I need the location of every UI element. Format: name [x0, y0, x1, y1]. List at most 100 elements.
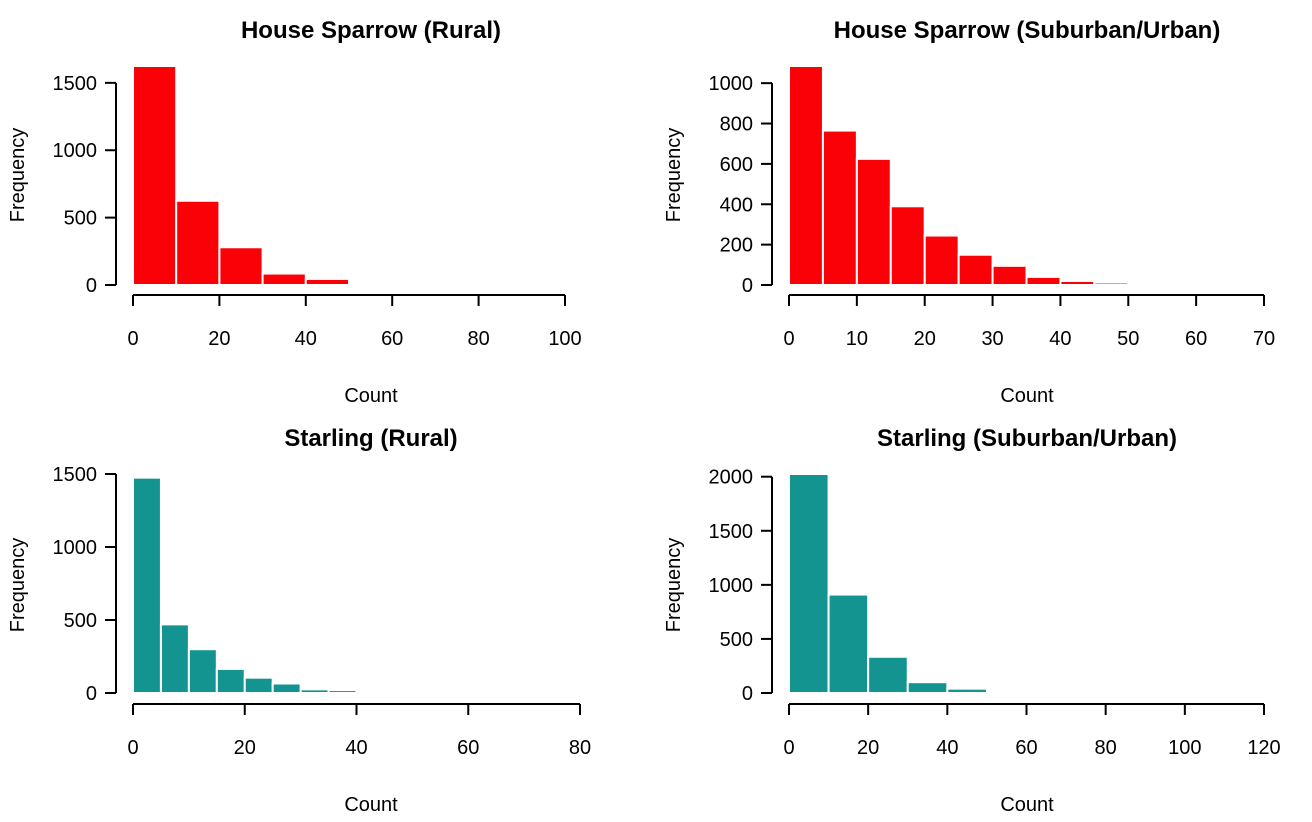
histogram-bar [959, 255, 993, 285]
x-tick-label: 80 [569, 737, 591, 759]
y-tick-label: 0 [742, 683, 753, 705]
y-tick-label: 1500 [53, 73, 98, 95]
y-tick-label: 200 [720, 235, 753, 257]
y-axis: 0 500 1000 1500 [53, 73, 117, 297]
histogram-bar [857, 159, 891, 285]
histogram-bar [1094, 283, 1128, 285]
histogram-bar [217, 669, 245, 693]
histogram-bar [1128, 284, 1162, 285]
histogram-bar [176, 201, 219, 285]
y-tick-label: 1000 [709, 575, 754, 597]
y-tick-label: 1500 [53, 464, 98, 486]
x-tick-label: 80 [1095, 737, 1117, 759]
y-tick-label: 400 [720, 194, 753, 216]
histogram-bar [789, 66, 823, 285]
x-tick-label: 60 [1185, 328, 1207, 350]
y-tick-label: 2000 [709, 467, 754, 489]
x-tick-label: 40 [345, 737, 367, 759]
histogram-bar [1060, 281, 1094, 285]
chart-title: House Sparrow (Rural) [241, 17, 501, 44]
histogram-bar [1027, 277, 1061, 285]
y-axis-label: Frequency [7, 538, 29, 633]
x-tick-label: 80 [467, 328, 489, 350]
histogram-bar [161, 624, 189, 693]
histogram-bar [993, 266, 1027, 285]
y-tick-label: 0 [86, 275, 97, 297]
x-tick-label: 40 [295, 328, 317, 350]
histogram-house-sparrow-rural: House Sparrow (Rural) 0 20 40 60 80 100 0 500 1… [0, 0, 656, 408]
y-axis-label: Frequency [663, 128, 685, 223]
histogram-bar [357, 692, 385, 693]
histogram-panel-house-sparrow-rural: House Sparrow (Rural) 0 20 40 60 80 100 0 500 1… [0, 0, 656, 408]
histogram-bar [925, 236, 959, 285]
histogram-bar [306, 279, 349, 285]
x-tick-label: 100 [548, 328, 581, 350]
x-axis: 0 20 40 60 80 [127, 704, 591, 759]
y-tick-label: 500 [64, 208, 97, 230]
bar-group [789, 66, 1162, 285]
histogram-bar [947, 689, 987, 693]
histogram-bar [891, 206, 925, 285]
histogram-bar [829, 595, 869, 693]
x-tick-label: 60 [381, 328, 403, 350]
x-axis-label: Count [344, 794, 398, 816]
x-tick-label: 20 [234, 737, 256, 759]
histogram-bar [219, 247, 262, 285]
histogram-bar [133, 478, 161, 693]
bar-group [789, 474, 987, 693]
histogram-bar [245, 678, 273, 693]
x-tick-label: 0 [127, 328, 138, 350]
histogram-bar [263, 274, 306, 285]
x-tick-label: 120 [1247, 737, 1280, 759]
x-tick-label: 50 [1117, 328, 1139, 350]
chart-title: House Sparrow (Suburban/Urban) [834, 17, 1221, 44]
x-tick-label: 20 [914, 328, 936, 350]
y-tick-label: 500 [720, 629, 753, 651]
y-axis-label: Frequency [7, 128, 29, 223]
x-tick-label: 10 [846, 328, 868, 350]
y-tick-label: 500 [64, 610, 97, 632]
bar-group [133, 478, 412, 693]
y-tick-label: 1000 [53, 140, 98, 162]
histogram-bar [868, 657, 908, 693]
y-tick-label: 800 [720, 114, 753, 136]
x-tick-label: 40 [936, 737, 958, 759]
histogram-bar [789, 474, 829, 693]
y-tick-label: 600 [720, 154, 753, 176]
x-tick-label: 20 [208, 328, 230, 350]
x-tick-label: 0 [783, 737, 794, 759]
chart-title: Starling (Suburban/Urban) [877, 425, 1177, 452]
histogram-bar [908, 682, 948, 693]
histogram-bar [329, 690, 357, 693]
y-axis: 0 500 1000 1500 [53, 464, 117, 705]
x-tick-label: 100 [1168, 737, 1201, 759]
histogram-bar [823, 131, 857, 285]
x-tick-label: 0 [783, 328, 794, 350]
y-axis-label: Frequency [663, 538, 685, 633]
x-tick-label: 60 [457, 737, 479, 759]
x-axis-label: Count [1000, 385, 1054, 407]
x-tick-label: 20 [857, 737, 879, 759]
x-tick-label: 70 [1253, 328, 1275, 350]
x-tick-label: 40 [1049, 328, 1071, 350]
bar-group [133, 66, 435, 285]
y-tick-label: 1000 [53, 537, 98, 559]
x-axis-label: Count [344, 385, 398, 407]
histogram-bar [349, 284, 392, 285]
histogram-bar [301, 689, 329, 693]
y-tick-label: 0 [86, 683, 97, 705]
histogram-bar [133, 66, 176, 285]
histogram-bar [384, 692, 412, 693]
x-tick-label: 0 [127, 737, 138, 759]
y-tick-label: 0 [742, 275, 753, 297]
chart-title: Starling (Rural) [284, 425, 457, 452]
